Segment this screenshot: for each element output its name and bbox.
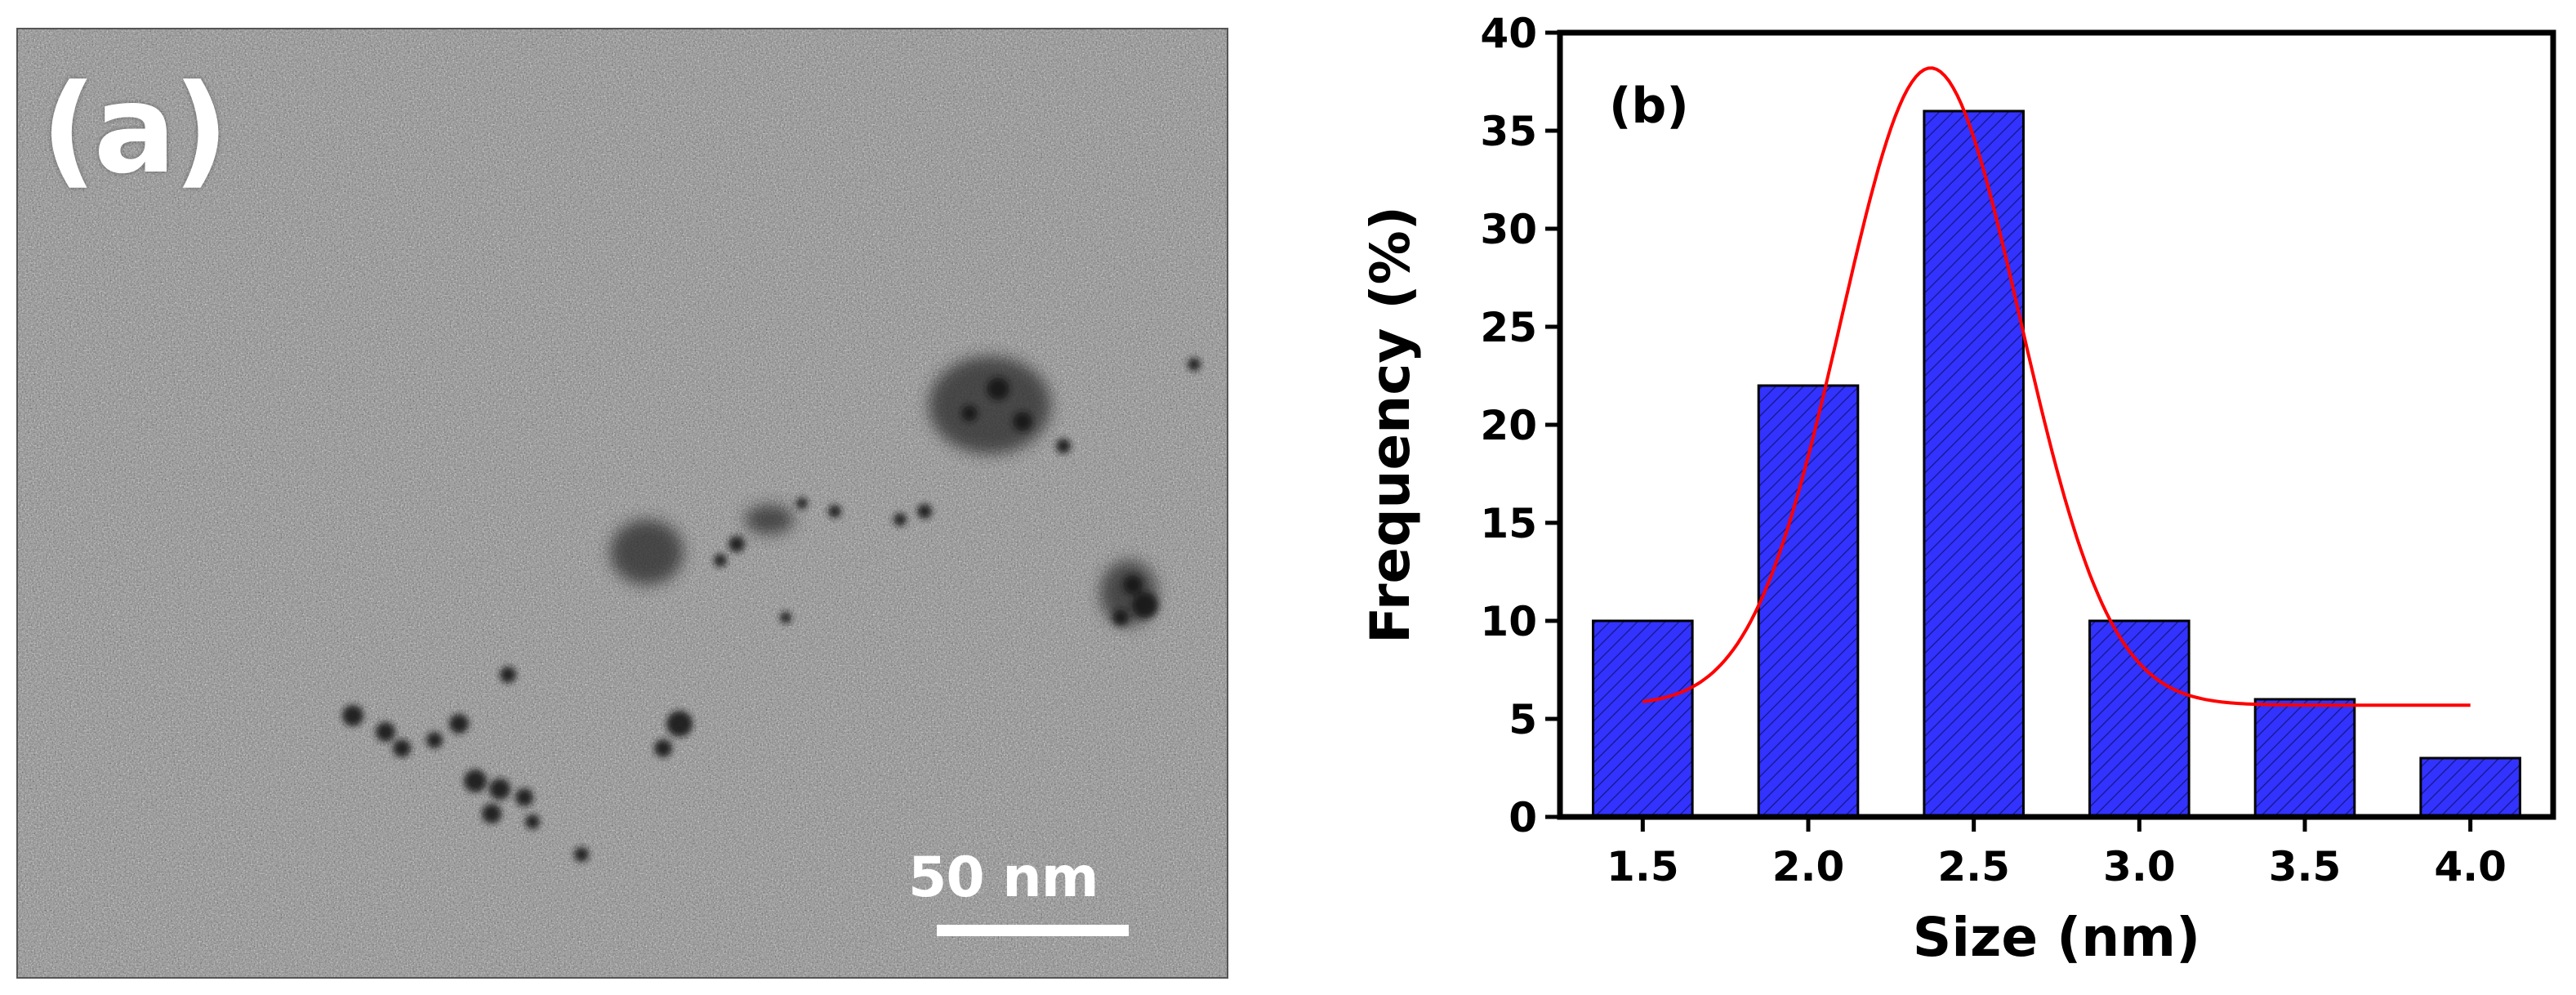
scale-bar-label: 50 nm (908, 846, 1099, 910)
tem-image-panel: (a) 50 nm (16, 28, 1228, 979)
x-tick-label: 3.5 (2269, 843, 2342, 890)
tem-micrograph (18, 29, 1227, 977)
size-histogram-chart: 0 5 10 15 20 25 30 35 40 1.5 2.0 2.5 3.0 3.5 4.0 (b) S… (1359, 10, 2556, 969)
y-tick-label: 25 (1480, 304, 1537, 351)
x-axis-label: Size (nm) (1913, 906, 2200, 969)
y-tick-label: 5 (1509, 696, 1537, 743)
histogram-bar (2253, 698, 2356, 819)
histogram-bar (1923, 109, 2025, 819)
plot-frame (1557, 29, 2556, 820)
x-tick-label: 2.0 (1772, 843, 1845, 890)
gaussian-fit-curve (1642, 66, 2471, 707)
y-axis-label: Frequency (%) (1359, 206, 1422, 644)
y-tick-label: 15 (1480, 500, 1537, 547)
panel-a-label: (a) (41, 59, 229, 201)
x-tick-label: 4.0 (2434, 843, 2507, 890)
x-tick-label: 1.5 (1607, 843, 1679, 890)
panel-b-label: (b) (1609, 78, 1689, 135)
y-tick-label: 35 (1480, 108, 1537, 155)
size-histogram-panel: 0 5 10 15 20 25 30 35 40 1.5 2.0 2.5 3.0 3.5 4.0 (b) S… (1274, 0, 2576, 995)
histogram-bar (2419, 756, 2521, 819)
x-tick-label: 2.5 (1937, 843, 2010, 890)
histogram-bar (2088, 619, 2190, 819)
scale-bar (937, 925, 1129, 936)
y-tick-label: 30 (1480, 206, 1537, 253)
y-tick-label: 10 (1480, 598, 1537, 645)
nanoparticle-dots (342, 358, 1201, 862)
y-tick-label: 20 (1480, 402, 1537, 449)
y-tick-label: 0 (1509, 794, 1537, 841)
histogram-bar (1592, 619, 1694, 819)
y-tick-label: 40 (1480, 10, 1537, 57)
x-tick-label: 3.0 (2103, 843, 2176, 890)
histogram-bar (1757, 384, 1860, 819)
